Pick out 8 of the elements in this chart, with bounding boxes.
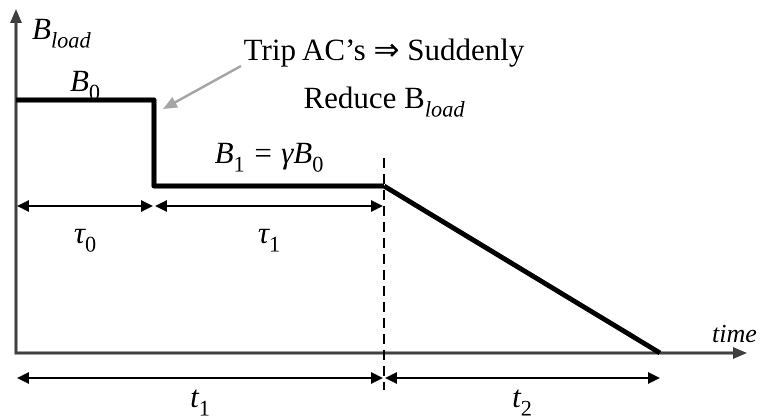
annotation: B$_{1}$ = γB$_{0}$ [214, 135, 324, 177]
annotation: τ$_{0}$ [74, 215, 96, 257]
text: t$_{2}$ [512, 379, 532, 420]
annotation: Trip AC’s ⇒ Suddenly Reduce B$_{load}$ [244, 32, 525, 122]
y-axis-title: B$_{load}$ [32, 11, 92, 53]
annotation: τ$_{1}$ [258, 215, 280, 257]
text: t$_{1}$ [190, 379, 210, 420]
x-axis-title: time [712, 319, 757, 348]
